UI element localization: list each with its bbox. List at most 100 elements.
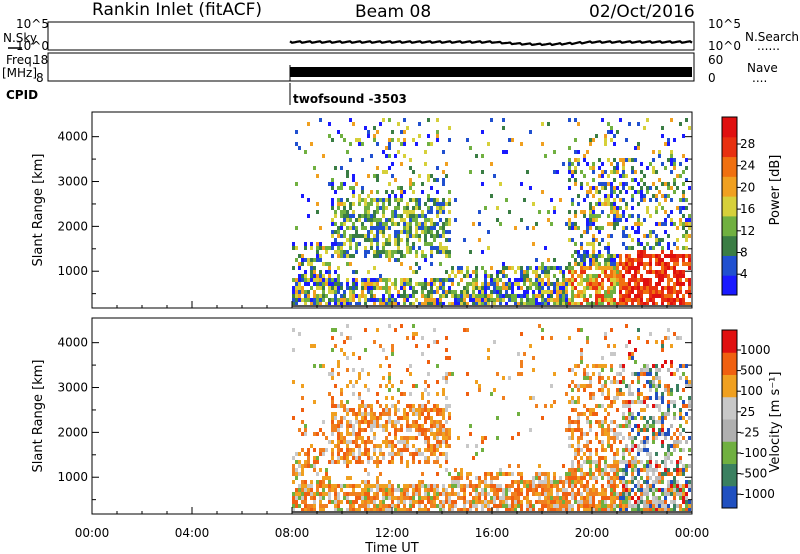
range-gate-cell bbox=[655, 504, 658, 508]
colorbar-segment bbox=[722, 215, 737, 237]
range-gate-cell bbox=[328, 246, 331, 250]
y-tick-label: 2000 bbox=[57, 425, 88, 439]
range-gate-cell bbox=[655, 392, 658, 396]
range-gate-cell bbox=[328, 266, 331, 270]
range-gate-cell bbox=[496, 274, 499, 278]
range-gate-cell bbox=[628, 266, 631, 270]
range-gate-cell bbox=[295, 492, 298, 496]
range-gate-cell bbox=[397, 488, 400, 492]
range-gate-cell bbox=[424, 202, 427, 206]
range-gate-cell bbox=[643, 508, 646, 512]
range-gate-cell bbox=[658, 242, 661, 246]
range-gate-cell bbox=[328, 290, 331, 294]
range-gate-cell bbox=[577, 420, 580, 424]
range-gate-cell bbox=[415, 270, 418, 274]
range-gate-cell bbox=[610, 302, 613, 306]
range-gate-cell bbox=[688, 380, 691, 384]
range-gate-cell bbox=[505, 472, 508, 476]
range-gate-cell bbox=[583, 452, 586, 456]
range-gate-cell bbox=[439, 202, 442, 206]
range-gate-cell bbox=[502, 286, 505, 290]
range-gate-cell bbox=[655, 432, 658, 436]
range-gate-cell bbox=[313, 270, 316, 274]
range-gate-cell bbox=[325, 302, 328, 306]
range-gate-cell bbox=[307, 504, 310, 508]
range-gate-cell bbox=[358, 452, 361, 456]
range-gate-cell bbox=[481, 448, 484, 452]
range-gate-cell bbox=[364, 440, 367, 444]
range-gate-cell bbox=[367, 452, 370, 456]
range-gate-cell bbox=[295, 278, 298, 282]
range-gate-cell bbox=[406, 210, 409, 214]
range-gate-cell bbox=[319, 242, 322, 246]
range-gate-cell bbox=[322, 298, 325, 302]
range-gate-cell bbox=[439, 298, 442, 302]
range-gate-cell bbox=[442, 388, 445, 392]
range-gate-cell bbox=[673, 138, 676, 142]
x-tick-label: 00:00 bbox=[75, 526, 110, 540]
range-gate-cell bbox=[349, 408, 352, 412]
range-gate-cell bbox=[652, 496, 655, 500]
range-gate-cell bbox=[625, 282, 628, 286]
range-gate-cell bbox=[472, 286, 475, 290]
range-gate-cell bbox=[607, 286, 610, 290]
range-gate-cell bbox=[637, 488, 640, 492]
range-gate-cell bbox=[301, 254, 304, 258]
range-gate-cell bbox=[598, 508, 601, 512]
range-gate-cell bbox=[646, 488, 649, 492]
range-gate-cell bbox=[649, 198, 652, 202]
range-gate-cell bbox=[385, 254, 388, 258]
range-gate-cell bbox=[463, 294, 466, 298]
range-gate-cell bbox=[310, 242, 313, 246]
range-gate-cell bbox=[400, 142, 403, 146]
range-gate-cell bbox=[607, 412, 610, 416]
range-gate-cell bbox=[427, 282, 430, 286]
range-gate-cell bbox=[613, 190, 616, 194]
range-gate-cell bbox=[547, 480, 550, 484]
range-gate-cell bbox=[538, 508, 541, 512]
range-gate-cell bbox=[589, 302, 592, 306]
range-gate-cell bbox=[394, 328, 397, 332]
range-gate-cell bbox=[409, 226, 412, 230]
range-gate-cell bbox=[523, 496, 526, 500]
range-gate-cell bbox=[301, 274, 304, 278]
range-gate-cell bbox=[496, 218, 499, 222]
range-gate-cell bbox=[316, 456, 319, 460]
range-gate-cell bbox=[373, 198, 376, 202]
range-gate-cell bbox=[460, 266, 463, 270]
range-gate-cell bbox=[445, 246, 448, 250]
range-gate-cell bbox=[448, 404, 451, 408]
range-gate-cell bbox=[601, 162, 604, 166]
range-gate-cell bbox=[595, 286, 598, 290]
range-gate-cell bbox=[385, 488, 388, 492]
range-gate-cell bbox=[565, 488, 568, 492]
range-gate-cell bbox=[649, 298, 652, 302]
range-gate-cell bbox=[433, 444, 436, 448]
range-gate-cell bbox=[316, 302, 319, 306]
range-gate-cell bbox=[418, 508, 421, 512]
range-gate-cell bbox=[352, 254, 355, 258]
range-gate-cell bbox=[637, 294, 640, 298]
range-gate-cell bbox=[673, 286, 676, 290]
range-gate-cell bbox=[436, 488, 439, 492]
range-gate-cell bbox=[589, 142, 592, 146]
range-gate-cell bbox=[601, 202, 604, 206]
range-gate-cell bbox=[562, 286, 565, 290]
range-gate-cell bbox=[676, 488, 679, 492]
range-gate-cell bbox=[541, 282, 544, 286]
range-gate-cell bbox=[661, 194, 664, 198]
range-gate-cell bbox=[604, 364, 607, 368]
range-gate-cell bbox=[361, 460, 364, 464]
range-gate-cell bbox=[388, 290, 391, 294]
range-gate-cell bbox=[601, 456, 604, 460]
range-gate-cell bbox=[628, 286, 631, 290]
range-gate-cell bbox=[565, 266, 568, 270]
range-gate-cell bbox=[394, 444, 397, 448]
range-gate-cell bbox=[406, 440, 409, 444]
range-gate-cell bbox=[424, 234, 427, 238]
range-gate-cell bbox=[673, 182, 676, 186]
range-gate-cell bbox=[589, 166, 592, 170]
range-gate-cell bbox=[346, 448, 349, 452]
range-gate-cell bbox=[577, 460, 580, 464]
